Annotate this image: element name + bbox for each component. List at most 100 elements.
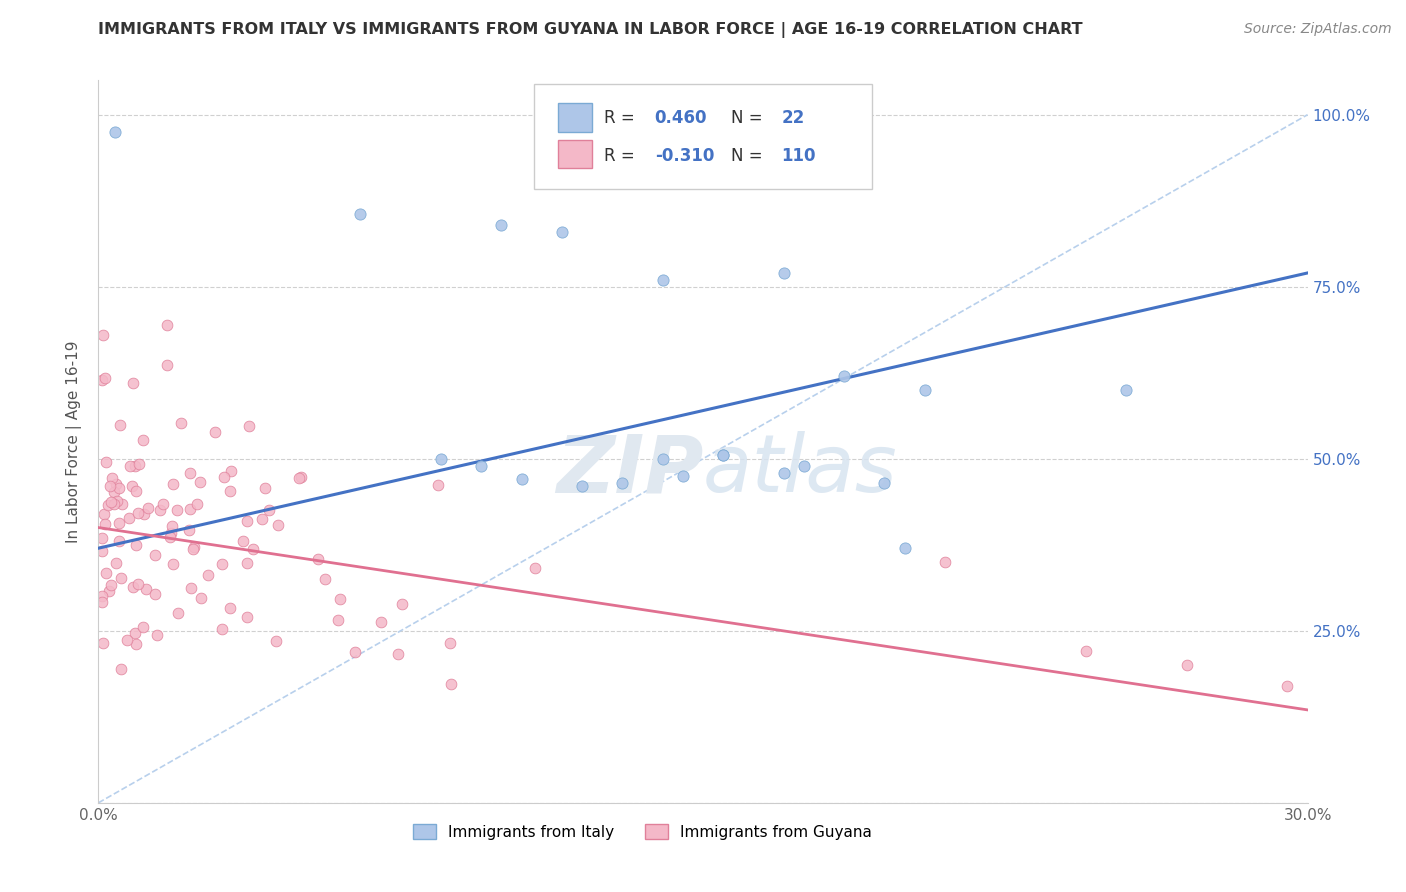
Point	[211, 622, 233, 636]
Point	[149, 503, 172, 517]
Point	[110, 417, 132, 432]
Text: N =: N =	[731, 109, 768, 127]
Point	[179, 466, 201, 480]
Point	[387, 647, 409, 661]
Point	[257, 503, 280, 517]
Text: atlas: atlas	[703, 432, 898, 509]
Point	[430, 451, 453, 466]
Point	[328, 614, 350, 628]
Point	[439, 635, 461, 649]
Point	[440, 677, 463, 691]
Point	[651, 273, 673, 287]
Point	[91, 531, 114, 545]
Point	[91, 636, 114, 650]
Point	[1175, 658, 1198, 673]
Point	[132, 433, 155, 447]
Point	[121, 479, 143, 493]
Point	[190, 591, 212, 605]
Point	[204, 425, 226, 439]
Point	[125, 483, 148, 498]
Point	[772, 266, 794, 280]
Point	[166, 503, 188, 517]
Point	[793, 458, 815, 473]
Point	[1115, 383, 1137, 397]
Point	[100, 494, 122, 508]
Point	[267, 518, 290, 533]
Point	[832, 369, 855, 384]
Point	[197, 568, 219, 582]
Point	[104, 477, 127, 491]
Text: R =: R =	[603, 109, 640, 127]
Point	[96, 566, 118, 581]
Point	[329, 592, 352, 607]
FancyBboxPatch shape	[558, 103, 592, 132]
Point	[183, 540, 205, 554]
Point	[108, 534, 131, 549]
Point	[190, 475, 212, 489]
Point	[107, 516, 129, 531]
Point	[162, 519, 184, 533]
Point	[91, 544, 114, 558]
Point	[103, 497, 125, 511]
Point	[152, 497, 174, 511]
Point	[110, 571, 132, 585]
Point	[156, 358, 179, 372]
Point	[177, 523, 200, 537]
Point	[873, 475, 896, 490]
Point	[179, 502, 201, 516]
Point	[162, 557, 184, 571]
Point	[914, 383, 936, 397]
Text: -0.310: -0.310	[655, 147, 714, 165]
Text: R =: R =	[603, 147, 640, 165]
Point	[146, 628, 169, 642]
Point	[236, 609, 259, 624]
Point	[551, 225, 574, 239]
Point	[219, 483, 242, 498]
Point	[103, 485, 125, 500]
Point	[91, 589, 114, 603]
Point	[524, 561, 547, 575]
Point	[159, 530, 181, 544]
Point	[370, 615, 392, 629]
Point	[170, 416, 193, 430]
Point	[772, 466, 794, 480]
Point	[344, 645, 367, 659]
Point	[91, 373, 114, 387]
Point	[1277, 679, 1299, 693]
Point	[117, 510, 139, 524]
Point	[180, 581, 202, 595]
Point	[427, 477, 450, 491]
Point	[94, 371, 117, 385]
Point	[253, 482, 276, 496]
Point	[214, 469, 236, 483]
Text: ZIP: ZIP	[555, 432, 703, 509]
Point	[122, 376, 145, 390]
Point	[349, 207, 371, 221]
Point	[110, 662, 132, 676]
Point	[156, 318, 179, 332]
Point	[135, 582, 157, 596]
Point	[167, 606, 190, 620]
Text: 110: 110	[782, 147, 815, 165]
Text: IMMIGRANTS FROM ITALY VS IMMIGRANTS FROM GUYANA IN LABOR FORCE | AGE 16-19 CORRE: IMMIGRANTS FROM ITALY VS IMMIGRANTS FROM…	[98, 22, 1083, 38]
Point	[236, 556, 259, 570]
Point	[711, 448, 734, 462]
Point	[232, 534, 254, 549]
Point	[391, 597, 413, 611]
FancyBboxPatch shape	[558, 139, 592, 169]
Point	[288, 470, 311, 484]
FancyBboxPatch shape	[534, 84, 872, 189]
Point	[117, 632, 139, 647]
Point	[125, 637, 148, 651]
Point	[160, 526, 183, 541]
Point	[96, 455, 118, 469]
Legend: Immigrants from Italy, Immigrants from Guyana: Immigrants from Italy, Immigrants from G…	[406, 818, 879, 846]
Point	[100, 577, 122, 591]
Point	[934, 555, 956, 569]
Point	[219, 600, 242, 615]
Point	[97, 498, 120, 512]
Y-axis label: In Labor Force | Age 16-19: In Labor Force | Age 16-19	[66, 340, 83, 543]
Point	[127, 506, 149, 520]
Point	[1074, 644, 1097, 658]
Point	[219, 464, 242, 478]
